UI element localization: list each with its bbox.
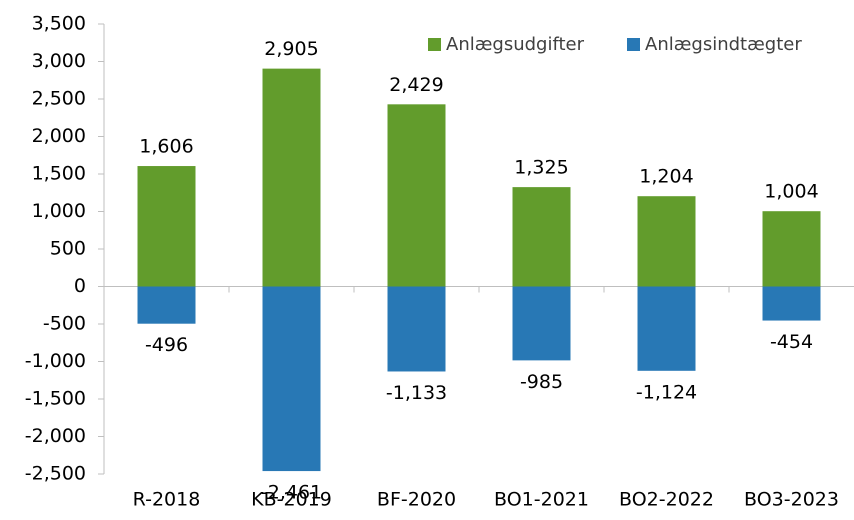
bar: [762, 211, 821, 287]
y-tick-label: 1,000: [32, 200, 86, 222]
bar: [262, 286, 321, 472]
y-tick-label: 0: [74, 275, 86, 297]
legend-swatch: [428, 38, 441, 51]
bar: [512, 187, 571, 287]
x-tick-label: BO2-2022: [619, 489, 714, 511]
y-tick-label: -1,500: [25, 388, 86, 410]
data-label: 1,325: [514, 157, 568, 179]
bar: [137, 286, 196, 324]
legend-label: Anlægsindtægter: [645, 34, 802, 55]
data-label: 1,606: [139, 136, 193, 158]
data-label: 2,429: [389, 74, 443, 96]
y-tick-label: -1,000: [25, 350, 86, 372]
bar: [137, 166, 196, 287]
data-label: -454: [770, 331, 813, 353]
x-tick-label: KB-2019: [251, 489, 332, 511]
bar: [262, 68, 321, 287]
data-label: -2,461: [261, 482, 322, 504]
y-tick-label: 2,000: [32, 125, 86, 147]
legend-label: Anlægsudgifter: [446, 34, 585, 55]
x-tick-label: BO3-2023: [744, 489, 839, 511]
data-label: 1,204: [639, 166, 693, 188]
data-label: -1,133: [386, 382, 447, 404]
data-label: -985: [520, 371, 563, 393]
bar: [512, 286, 571, 361]
y-tick-label: 3,500: [32, 13, 86, 35]
x-tick-label: BO1-2021: [494, 489, 589, 511]
y-tick-label: -2,500: [25, 463, 86, 485]
y-tick-label: 3,000: [32, 50, 86, 72]
bar: [637, 196, 696, 287]
data-label: 2,905: [264, 38, 318, 60]
data-label: -496: [145, 334, 188, 356]
y-tick-label: -500: [43, 313, 86, 335]
y-tick-label: -2,000: [25, 425, 86, 447]
x-tick-label: R-2018: [133, 489, 201, 511]
legend-swatch: [627, 38, 640, 51]
x-tick-label: BF-2020: [377, 489, 456, 511]
y-tick-label: 1,500: [32, 163, 86, 185]
bar: [387, 104, 446, 287]
bar: [762, 286, 821, 321]
data-label: -1,124: [636, 381, 697, 403]
y-tick-label: 500: [50, 238, 86, 260]
y-tick-label: 2,500: [32, 88, 86, 110]
bar: [387, 286, 446, 372]
data-label: 1,004: [764, 181, 818, 203]
bar: [637, 286, 696, 371]
